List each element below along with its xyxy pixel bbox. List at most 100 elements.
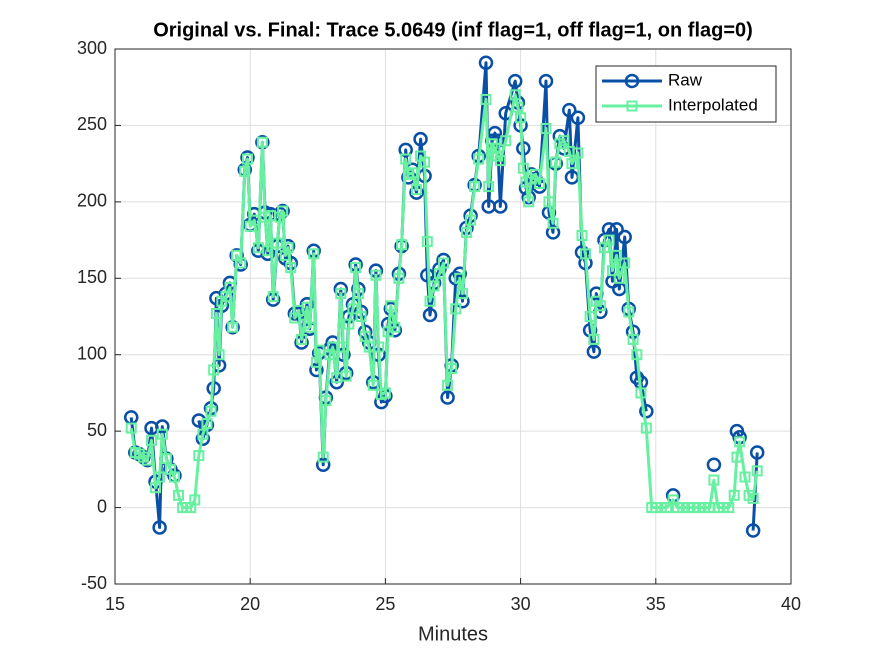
x-axis-label: Minutes: [418, 623, 488, 645]
data-point: [154, 471, 166, 483]
data-point: [734, 436, 746, 448]
data-point: [308, 248, 320, 260]
data-point: [277, 205, 289, 217]
data-point: [155, 419, 170, 434]
data-point: [421, 236, 433, 248]
data-point: [749, 445, 765, 460]
data-point: [550, 156, 562, 168]
data-point: [201, 418, 213, 429]
data-point: [545, 225, 561, 240]
data-point: [304, 321, 316, 333]
data-point: [500, 135, 512, 147]
data-point: [619, 257, 631, 269]
data-point: [428, 280, 440, 292]
data-point: [241, 153, 253, 165]
data-point: [389, 321, 401, 333]
data-point: [517, 162, 529, 174]
data-point: [224, 281, 236, 293]
data-point: [747, 492, 759, 504]
data-point: [256, 136, 268, 148]
y-tick-label: 100: [77, 343, 107, 363]
data-point: [279, 249, 291, 261]
data-point: [588, 333, 600, 345]
x-tick-label: 35: [646, 594, 666, 614]
data-point: [152, 520, 167, 535]
legend: Raw Interpolated: [595, 65, 777, 123]
data-point: [461, 226, 473, 238]
data-point: [335, 288, 347, 300]
y-tick-label: 0: [97, 496, 107, 516]
data-point: [267, 291, 279, 303]
data-point: [396, 239, 408, 251]
data-point: [352, 288, 364, 300]
data-point: [301, 301, 313, 313]
data-point: [373, 341, 385, 353]
data-point: [213, 349, 225, 361]
data-point: [456, 288, 468, 300]
data-point: [570, 110, 586, 126]
data-point: [393, 272, 405, 284]
data-point: [406, 167, 418, 179]
data-point: [446, 362, 458, 374]
y-tick-label: 250: [77, 114, 107, 134]
data-point: [547, 217, 559, 229]
data-point: [197, 428, 209, 440]
data-point: [296, 333, 308, 345]
data-point: [355, 311, 367, 322]
x-tick-label: 20: [240, 594, 260, 614]
data-point: [627, 333, 639, 345]
chart-title: Original vs. Final: Trace 5.0649 (inf fl…: [153, 19, 753, 41]
data-point: [489, 142, 501, 154]
data-point: [125, 422, 137, 434]
data-point: [584, 311, 596, 322]
data-point: [579, 248, 591, 260]
data-point: [210, 307, 222, 319]
data-point: [193, 450, 205, 462]
plot-area: [123, 55, 765, 538]
data-point: [745, 523, 761, 538]
data-point: [538, 73, 554, 89]
data-point: [282, 242, 294, 254]
data-point: [274, 211, 286, 223]
data-point: [512, 101, 524, 113]
data-point: [359, 330, 371, 342]
data-point: [398, 142, 413, 158]
data-point: [340, 370, 352, 382]
data-point: [367, 379, 379, 391]
data-point: [631, 349, 643, 361]
series: [125, 89, 763, 514]
data-point: [515, 112, 527, 124]
data-point: [478, 55, 494, 71]
data-point: [708, 474, 720, 486]
data-point: [473, 153, 485, 165]
data-point: [493, 199, 508, 214]
data-point: [400, 153, 412, 165]
data-point: [617, 229, 632, 245]
data-point: [370, 269, 382, 281]
data-point: [661, 502, 673, 514]
y-tick-label: -50: [81, 573, 107, 593]
data-point: [320, 395, 332, 407]
data-point: [156, 428, 168, 440]
data-point: [469, 181, 481, 193]
data-point: [572, 147, 584, 159]
y-tick-label: 200: [77, 191, 107, 211]
data-point: [235, 257, 247, 269]
data-point: [594, 300, 606, 312]
y-tick-label: 150: [77, 267, 107, 287]
data-point: [480, 93, 492, 105]
data-point: [343, 318, 355, 330]
data-point: [494, 155, 506, 167]
data-point: [509, 89, 521, 101]
data-point: [440, 390, 455, 405]
data-point: [607, 265, 619, 277]
data-point: [586, 344, 602, 359]
data-point: [540, 122, 552, 134]
data-point: [385, 300, 397, 312]
data-point: [262, 245, 274, 257]
data-point: [227, 321, 239, 333]
data-point: [483, 181, 495, 193]
data-point: [285, 262, 297, 274]
data-point: [623, 306, 635, 318]
